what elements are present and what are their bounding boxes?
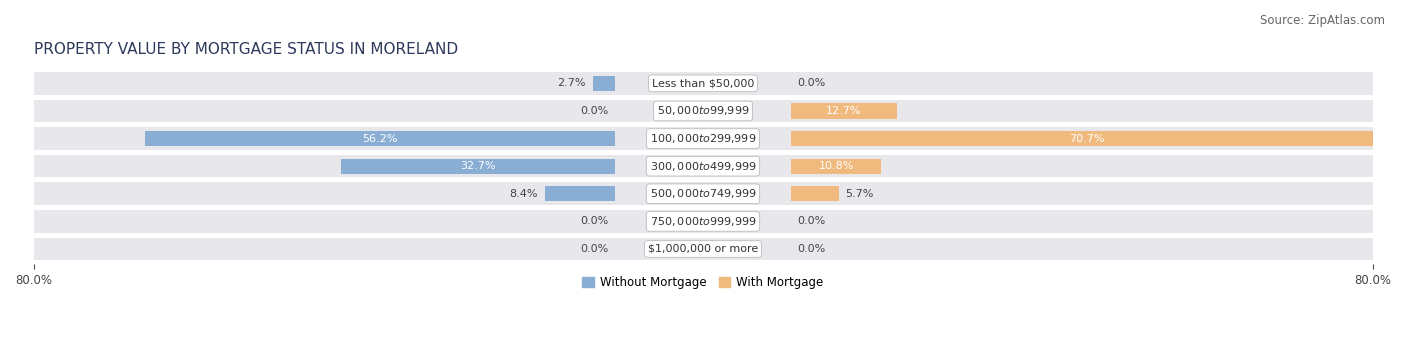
Text: Less than $50,000: Less than $50,000 xyxy=(652,78,754,88)
Text: 10.8%: 10.8% xyxy=(818,161,853,171)
Legend: Without Mortgage, With Mortgage: Without Mortgage, With Mortgage xyxy=(578,271,828,294)
Text: 0.0%: 0.0% xyxy=(581,244,609,254)
Text: Source: ZipAtlas.com: Source: ZipAtlas.com xyxy=(1260,14,1385,27)
Text: $500,000 to $749,999: $500,000 to $749,999 xyxy=(650,187,756,200)
Bar xyxy=(34,127,1372,150)
Bar xyxy=(34,238,1372,260)
Text: 0.0%: 0.0% xyxy=(797,244,825,254)
Text: 70.7%: 70.7% xyxy=(1069,134,1105,144)
Text: $300,000 to $499,999: $300,000 to $499,999 xyxy=(650,160,756,173)
Text: 2.7%: 2.7% xyxy=(557,78,586,88)
Bar xyxy=(34,100,1372,122)
Bar xyxy=(34,72,1372,95)
Text: 0.0%: 0.0% xyxy=(797,78,825,88)
Bar xyxy=(546,186,616,202)
Text: 0.0%: 0.0% xyxy=(797,217,825,226)
Bar xyxy=(592,76,616,91)
Text: $1,000,000 or more: $1,000,000 or more xyxy=(648,244,758,254)
Text: 12.7%: 12.7% xyxy=(827,106,862,116)
Text: $750,000 to $999,999: $750,000 to $999,999 xyxy=(650,215,756,228)
Bar xyxy=(34,155,1372,178)
Bar xyxy=(342,159,616,174)
Text: 0.0%: 0.0% xyxy=(581,106,609,116)
Text: 8.4%: 8.4% xyxy=(509,189,538,199)
Bar xyxy=(145,131,616,146)
Text: 5.7%: 5.7% xyxy=(845,189,873,199)
Text: 0.0%: 0.0% xyxy=(581,217,609,226)
Bar xyxy=(790,103,897,119)
Bar xyxy=(790,186,838,202)
Bar xyxy=(790,159,882,174)
Bar xyxy=(34,182,1372,205)
Text: $100,000 to $299,999: $100,000 to $299,999 xyxy=(650,132,756,145)
Bar xyxy=(34,210,1372,233)
Text: 56.2%: 56.2% xyxy=(363,134,398,144)
Bar xyxy=(790,131,1382,146)
Text: $50,000 to $99,999: $50,000 to $99,999 xyxy=(657,104,749,117)
Text: PROPERTY VALUE BY MORTGAGE STATUS IN MORELAND: PROPERTY VALUE BY MORTGAGE STATUS IN MOR… xyxy=(34,42,457,57)
Text: 32.7%: 32.7% xyxy=(461,161,496,171)
